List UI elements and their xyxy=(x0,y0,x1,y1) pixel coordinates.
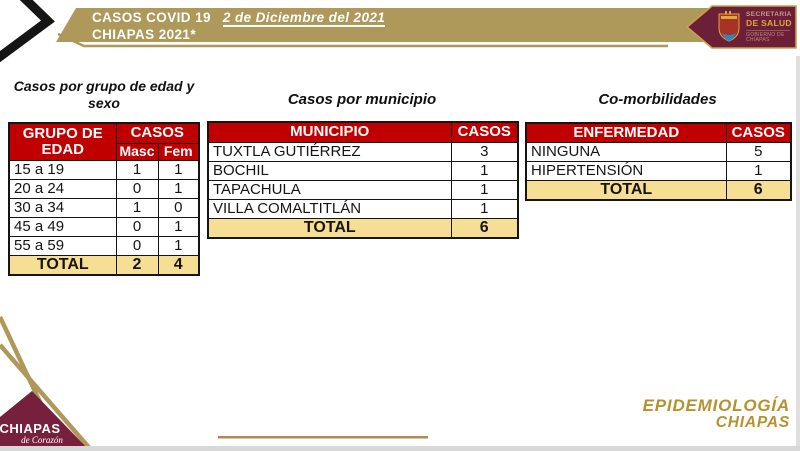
table-cell: 1 xyxy=(157,236,200,256)
column-header-casos: CASOS xyxy=(115,122,200,144)
table-row: TUXTLA GUTIÉRREZ 3 xyxy=(207,142,519,162)
logo-gobierno: GOBIERNO DE CHIAPAS xyxy=(746,31,785,43)
secretaria-salud-logo: SECRETARIA DE SALUD GOBIERNO DE CHIAPAS xyxy=(684,4,798,50)
table-cell: 3 xyxy=(450,142,519,162)
slide-subtitle: CHIAPAS 2021* xyxy=(92,27,196,42)
epidemiologia-line2: CHIAPAS xyxy=(715,413,790,431)
column-header-casos: CASOS xyxy=(450,121,519,143)
table-row: NINGUNA 5 xyxy=(525,142,792,162)
table-cell: 1 xyxy=(115,160,159,180)
table-cell: 45 a 49 xyxy=(8,217,117,237)
corner-triangle xyxy=(0,391,90,451)
epidemiologia-line1: EPIDEMIOLOGÍA xyxy=(642,396,790,415)
table-cell: BOCHIL xyxy=(207,161,452,181)
black-chevron-icon xyxy=(0,0,55,63)
table-cell: 1 xyxy=(725,161,792,181)
table-row: 30 a 34 1 0 xyxy=(8,198,200,218)
table-cell: 0 xyxy=(115,236,159,256)
table-cell: 1 xyxy=(157,160,200,180)
report-date: 2 de Diciembre del 2021 xyxy=(222,10,386,27)
shield-icon xyxy=(718,11,740,42)
comorbilidades-table-title: Co-morbilidades xyxy=(598,91,717,108)
brand-slogan-label: de Corazón xyxy=(21,435,63,445)
table-row: TAPACHULA 1 xyxy=(207,180,519,200)
table-cell: TOTAL xyxy=(207,218,452,239)
column-header-enfermedad: ENFERMEDAD xyxy=(525,122,727,143)
table-cell: 6 xyxy=(725,180,792,201)
table-cell: 0 xyxy=(115,217,159,237)
municipio-table: MUNICIPIO CASOS TUXTLA GUTIÉRREZ 3 BOCHIL 1… xyxy=(207,121,519,239)
header-line-1: CASOS COVID 19 2 de Diciembre del 2021 xyxy=(92,10,386,27)
brand-chiapas-label: CHIAPAS xyxy=(0,421,61,436)
municipio-table-title: Casos por municipio xyxy=(287,91,437,108)
table-cell: 1 xyxy=(115,198,159,218)
logo-secretaria: SECRETARIA xyxy=(746,11,792,18)
table-row: BOCHIL 1 xyxy=(207,161,519,181)
table-cell: 1 xyxy=(157,179,200,199)
table-cell: 1 xyxy=(450,180,519,200)
column-header-casos: CASOS xyxy=(725,122,792,143)
table-cell: 2 xyxy=(115,255,159,276)
table-cell: 6 xyxy=(450,218,519,239)
age-sex-table: GRUPO DE EDAD CASOS Masc Fem 15 a 19 1 1 20… xyxy=(8,122,200,276)
table-cell: 5 xyxy=(725,142,792,162)
slide-right-edge xyxy=(796,56,800,446)
table-cell: 55 a 59 xyxy=(8,236,117,256)
table-cell: 15 a 19 xyxy=(8,160,117,180)
table-cell: 0 xyxy=(115,179,159,199)
table-row: 45 a 49 0 1 xyxy=(8,217,200,237)
footer-gold-rule xyxy=(218,436,428,439)
table-total-row: TOTAL 2 4 xyxy=(8,255,200,276)
slide-bottom-edge xyxy=(0,446,800,451)
logo-divider xyxy=(746,29,790,31)
table-total-row: TOTAL 6 xyxy=(525,180,792,201)
table-row: 20 a 24 0 1 xyxy=(8,179,200,199)
table-row: VILLA COMALTITLÁN 1 xyxy=(207,199,519,219)
slide-title: CASOS COVID 19 xyxy=(92,10,211,25)
table-cell: 30 a 34 xyxy=(8,198,117,218)
table-total-row: TOTAL 6 xyxy=(207,218,519,239)
gold-stripe xyxy=(0,343,94,451)
column-header-masc: Masc xyxy=(115,143,159,161)
table-cell: 1 xyxy=(450,161,519,181)
table-row: 15 a 19 1 1 xyxy=(8,160,200,180)
table-cell: 20 a 24 xyxy=(8,179,117,199)
logo-de-salud: DE SALUD xyxy=(746,17,792,28)
pennant-shape xyxy=(685,5,797,49)
table-cell: 1 xyxy=(157,217,200,237)
table-cell: VILLA COMALTITLÁN xyxy=(207,199,452,219)
age-sex-table-title: Casos por grupo de edad y sexo xyxy=(13,78,195,111)
table-cell: HIPERTENSIÓN xyxy=(525,161,727,181)
table-cell: NINGUNA xyxy=(525,142,727,162)
column-header-grupo-edad: GRUPO DE EDAD xyxy=(8,122,117,161)
table-cell: TOTAL xyxy=(8,255,117,276)
table-cell: 4 xyxy=(157,255,200,276)
table-cell: TUXTLA GUTIÉRREZ xyxy=(207,142,452,162)
column-header-municipio: MUNICIPIO xyxy=(207,121,452,143)
epidemiologia-wordmark: EPIDEMIOLOGÍA CHIAPAS xyxy=(643,397,790,431)
table-row: 55 a 59 0 1 xyxy=(8,236,200,256)
table-row: HIPERTENSIÓN 1 xyxy=(525,161,792,181)
table-cell: TAPACHULA xyxy=(207,180,452,200)
comorbilidades-table: ENFERMEDAD CASOS NINGUNA 5 HIPERTENSIÓN 1 TO… xyxy=(525,122,792,201)
gold-banner xyxy=(56,8,792,42)
gold-underline xyxy=(57,32,668,48)
table-cell: 1 xyxy=(450,199,519,219)
column-header-fem: Fem xyxy=(157,143,200,161)
logo-text: SECRETARIA DE SALUD GOBIERNO DE CHIAPAS xyxy=(746,11,798,43)
table-cell: 0 xyxy=(157,198,200,218)
top-banner-graphic xyxy=(0,0,792,63)
table-cell: TOTAL xyxy=(525,180,727,201)
